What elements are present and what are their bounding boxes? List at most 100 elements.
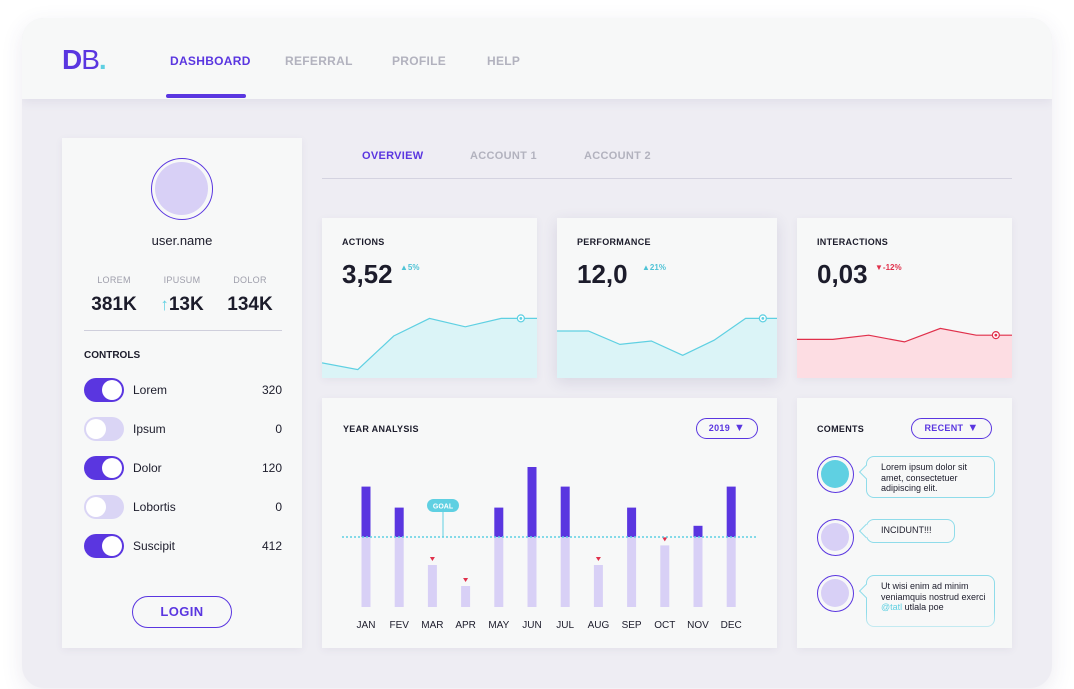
- bar-fev-base: [394, 537, 404, 607]
- bar-oct-base: [660, 545, 670, 607]
- stat-label-ipusum: IPUSUM: [163, 275, 201, 285]
- controls-title: CONTROLS: [84, 350, 141, 361]
- toggle-switch-ipsum[interactable]: [84, 417, 124, 441]
- sparkline-chart: [797, 327, 1012, 378]
- logo[interactable]: DB.: [62, 44, 107, 76]
- profile-card: user.name LOREM IPUSUM DOLOR 381K ↑13K 1…: [62, 138, 302, 648]
- x-tick-label: MAY: [488, 620, 509, 631]
- logo-dot: .: [98, 44, 107, 75]
- toggle-switch-dolor[interactable]: [84, 456, 124, 480]
- control-value: 412: [261, 539, 282, 553]
- login-button[interactable]: LOGIN: [132, 596, 232, 628]
- x-tick-label: NOV: [687, 620, 709, 631]
- control-label: Lorem: [133, 383, 168, 397]
- year-select[interactable]: 2019 ▼: [696, 418, 758, 439]
- divider: [84, 330, 282, 331]
- stat-card-performance[interactable]: PERFORMANCE 12,0 ▲21%: [557, 218, 777, 378]
- comment-avatar[interactable]: [817, 456, 854, 493]
- bar-jul-above-goal: [560, 486, 570, 537]
- bar-dec-base: [726, 537, 736, 607]
- sparkline-area: [797, 328, 1012, 378]
- stat-card-change: ▼-12%: [875, 263, 902, 272]
- nav-help[interactable]: HELP: [487, 54, 521, 68]
- nav-active-indicator: [166, 94, 246, 98]
- bar-sep-above-goal: [627, 507, 637, 537]
- stat-card-actions[interactable]: ACTIONS 3,52 ▲5%: [322, 218, 537, 378]
- control-row-suscipit: Suscipit 412: [84, 534, 282, 558]
- logo-letter-d: D: [62, 44, 82, 75]
- x-tick-label: APR: [455, 620, 476, 631]
- nav-dashboard[interactable]: DASHBOARD: [170, 54, 251, 68]
- year-analysis-title: YEAR ANALYSIS: [343, 424, 419, 434]
- x-tick-label: DEC: [721, 620, 742, 631]
- below-goal-marker-icon: [463, 578, 469, 582]
- control-label: Lobortis: [133, 500, 176, 514]
- user-mention[interactable]: @tatl: [881, 602, 903, 612]
- stat-card-value: 3,52: [342, 259, 393, 289]
- x-tick-label: OCT: [654, 620, 675, 631]
- app-window: DB. DASHBOARD REFERRAL PROFILE HELP user…: [22, 18, 1052, 688]
- below-goal-marker-icon: [429, 557, 435, 561]
- comment-avatar[interactable]: [817, 519, 854, 556]
- nav-profile[interactable]: PROFILE: [392, 54, 447, 68]
- tabs-divider: [322, 178, 1012, 179]
- comments-card: COMENTS RECENT ▼ Lorem ipsum dolor sit am…: [797, 398, 1012, 648]
- toggle-switch-lobortis[interactable]: [84, 495, 124, 519]
- tab-account-1[interactable]: ACCOUNT 1: [470, 150, 537, 162]
- below-goal-marker-icon: [662, 537, 668, 542]
- control-row-ipsum: Ipsum 0: [84, 417, 282, 441]
- bar-aug-base: [593, 565, 603, 607]
- stat-card-change: ▲5%: [400, 263, 420, 272]
- sparkline-marker-dot: [994, 333, 998, 337]
- stat-card-title: PERFORMANCE: [577, 237, 651, 247]
- goal-label: GOAL: [433, 504, 454, 511]
- toggle-switch-lorem[interactable]: [84, 378, 124, 402]
- arrow-up-icon: ↑: [160, 295, 169, 314]
- x-tick-label: FEV: [389, 620, 409, 631]
- control-label: Dolor: [133, 461, 162, 475]
- stat-label-lorem: LOREM: [97, 275, 131, 285]
- bar-jan-base: [361, 537, 371, 607]
- below-goal-marker-icon: [595, 557, 601, 561]
- comments-filter-select[interactable]: RECENT ▼: [911, 418, 992, 439]
- sparkline-chart: [557, 314, 777, 378]
- comment-bubble: INCIDUNT!!!: [858, 519, 955, 543]
- bar-jun-above-goal: [527, 467, 537, 537]
- tab-account-2[interactable]: ACCOUNT 2: [584, 150, 651, 162]
- comment-avatar[interactable]: [817, 575, 854, 612]
- sparkline-marker-dot: [519, 316, 523, 320]
- bar-nov-base: [693, 537, 703, 607]
- x-tick-label: SEP: [622, 620, 642, 631]
- stat-card-interactions[interactable]: INTERACTIONS 0,03 ▼-12%: [797, 218, 1012, 378]
- stat-value-dolor: 134K: [227, 294, 273, 315]
- sparkline-marker-dot: [761, 316, 765, 320]
- sparkline-line: [797, 327, 1012, 343]
- control-value: 320: [261, 383, 282, 397]
- x-tick-label: AUG: [588, 620, 610, 631]
- bar-dec-above-goal: [726, 486, 736, 537]
- caret-down-icon: ▼: [967, 422, 979, 434]
- control-value: 0: [275, 422, 282, 436]
- bar-may-base: [494, 537, 504, 607]
- nav-referral[interactable]: REFERRAL: [285, 54, 353, 68]
- stat-card-value: 0,03: [817, 259, 868, 289]
- control-row-dolor: Dolor 120: [84, 456, 282, 480]
- control-value: 0: [275, 500, 282, 514]
- avatar[interactable]: [151, 158, 213, 220]
- year-bar-chart: JAN FEV MAR APR MAY JUN JUL AUG SEP OCT NOV DEC GOAL: [342, 467, 756, 631]
- x-tick-label: JUL: [556, 620, 574, 631]
- control-row-lorem: Lorem 320: [84, 378, 282, 402]
- bar-fev-above-goal: [394, 507, 404, 537]
- username: user.name: [151, 233, 213, 248]
- bar-jan-above-goal: [361, 486, 371, 537]
- goal-label-badge: [427, 499, 459, 512]
- control-label: Ipsum: [133, 422, 166, 436]
- stat-value-ipusum: ↑13K: [160, 294, 204, 315]
- scroll-fade: [797, 612, 1012, 648]
- toggle-switch-suscipit[interactable]: [84, 534, 124, 558]
- bar-sep-base: [627, 537, 637, 607]
- stat-card-title: INTERACTIONS: [817, 237, 889, 247]
- bar-apr-base: [461, 586, 471, 607]
- bar-nov-above-goal: [693, 525, 703, 537]
- tab-overview[interactable]: OVERVIEW: [362, 150, 424, 162]
